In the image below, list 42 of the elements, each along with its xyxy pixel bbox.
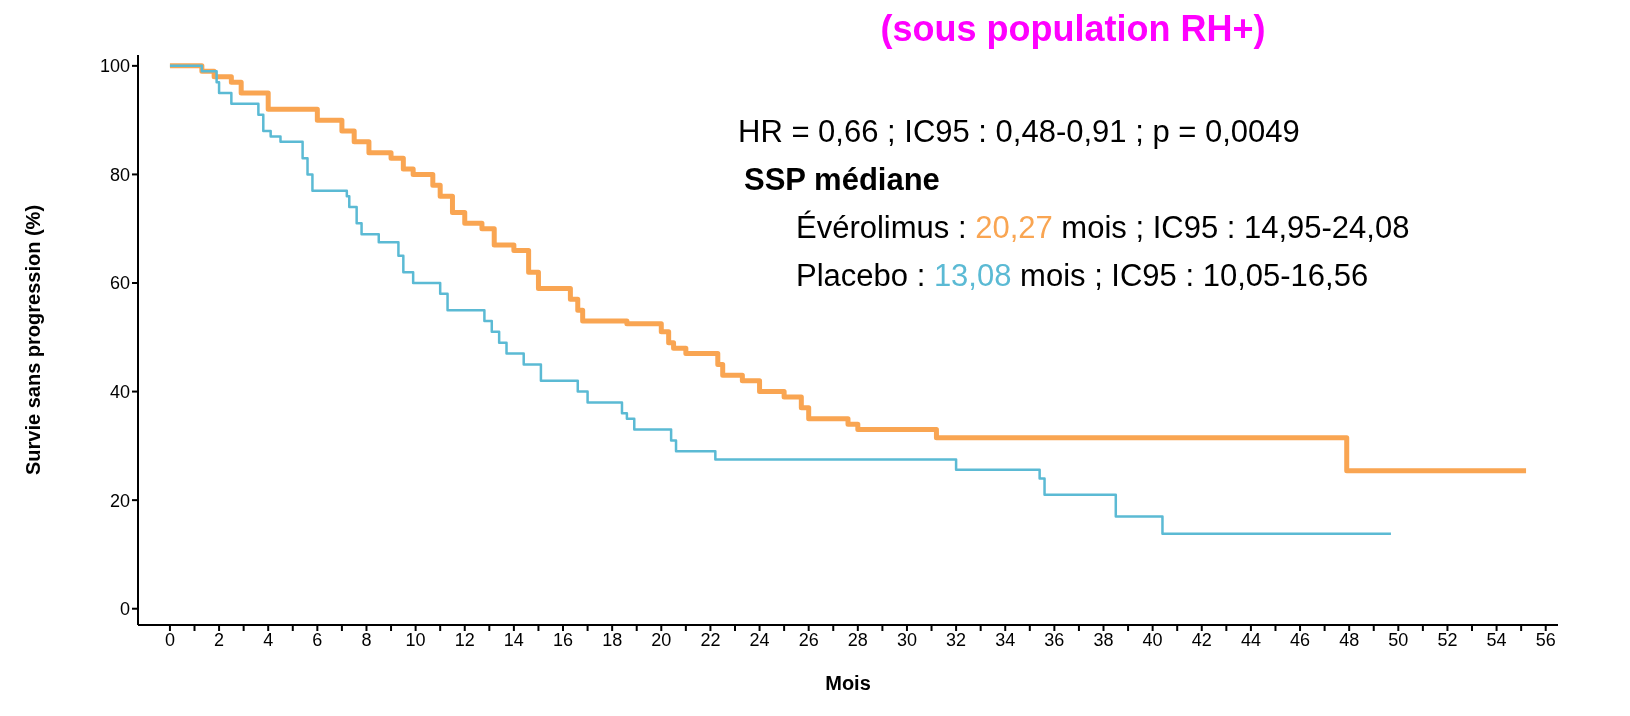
annotation: HR = 0,66 ; IC95 : 0,48-0,91 ; p = 0,0049 bbox=[738, 113, 1301, 151]
x-tick-label: 16 bbox=[553, 629, 574, 650]
x-tick-label: 34 bbox=[995, 629, 1016, 650]
x-tick-label: 24 bbox=[749, 629, 770, 650]
x-tick-label: 54 bbox=[1486, 629, 1507, 650]
x-tick-label: 6 bbox=[312, 629, 323, 650]
y-tick-label: 20 bbox=[109, 490, 130, 511]
x-tick-label: 26 bbox=[798, 629, 819, 650]
y-tick-label: 100 bbox=[99, 56, 130, 77]
x-tick-label: 52 bbox=[1437, 629, 1458, 650]
x-tick-label: 56 bbox=[1535, 629, 1556, 650]
annotation: Évérolimus : 20,27 mois ; IC95 : 14,95-24,08 bbox=[795, 209, 1410, 247]
x-tick-label: 20 bbox=[651, 629, 672, 650]
y-tick-label: 60 bbox=[109, 273, 130, 294]
x-tick-label: 42 bbox=[1191, 629, 1212, 650]
x-tick-label: 50 bbox=[1388, 629, 1409, 650]
x-tick-label: 18 bbox=[602, 629, 623, 650]
x-tick-label: 12 bbox=[454, 629, 475, 650]
x-tick-label: 28 bbox=[847, 629, 868, 650]
x-tick-label: 48 bbox=[1339, 629, 1360, 650]
x-tick-label: 4 bbox=[263, 629, 274, 650]
x-tick-label: 10 bbox=[405, 629, 426, 650]
annotation: SSP médiane bbox=[743, 161, 941, 199]
x-tick-label: 22 bbox=[700, 629, 721, 650]
x-tick-label: 14 bbox=[503, 629, 524, 650]
y-tick-label: 40 bbox=[109, 381, 130, 402]
annotation: Placebo : 13,08 mois ; IC95 : 10,05-16,56 bbox=[795, 257, 1370, 295]
x-tick-label: 2 bbox=[214, 629, 225, 650]
y-axis-title: Survie sans progression (%) bbox=[22, 204, 45, 476]
x-tick-label: 38 bbox=[1093, 629, 1114, 650]
x-tick-label: 32 bbox=[946, 629, 967, 650]
x-tick-label: 46 bbox=[1290, 629, 1311, 650]
chart-title: (sous population RH+) bbox=[879, 8, 1267, 50]
y-tick-label: 80 bbox=[109, 164, 130, 185]
x-axis-title: Mois bbox=[825, 672, 871, 694]
y-tick-label: 0 bbox=[119, 599, 130, 620]
x-tick-label: 36 bbox=[1044, 629, 1065, 650]
x-tick-label: 44 bbox=[1240, 629, 1261, 650]
x-tick-label: 0 bbox=[164, 629, 175, 650]
x-tick-label: 40 bbox=[1142, 629, 1163, 650]
x-tick-label: 8 bbox=[361, 629, 372, 650]
x-tick-label: 30 bbox=[896, 629, 917, 650]
